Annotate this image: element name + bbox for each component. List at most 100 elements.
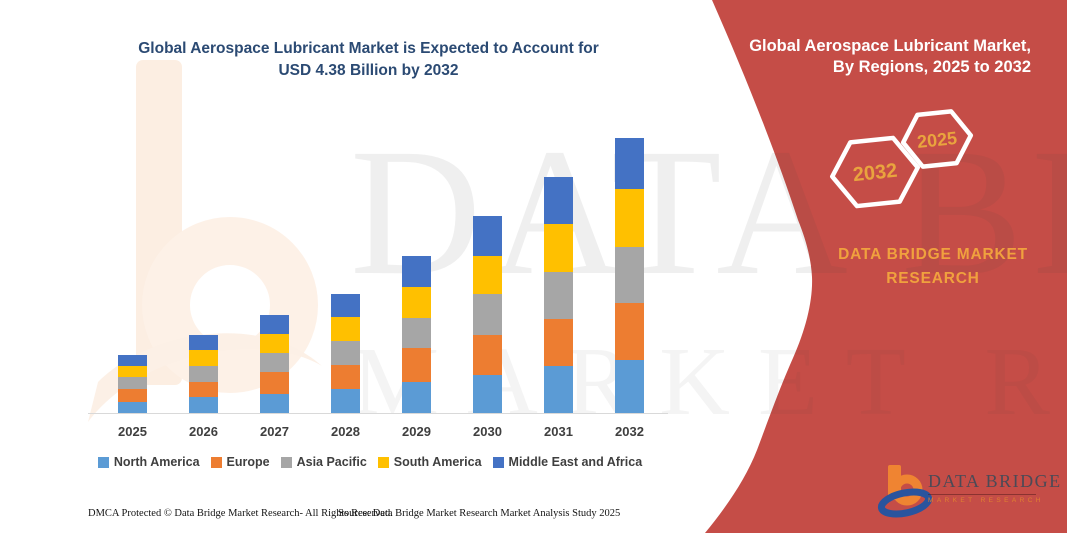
hexagon-2025-label: 2025	[916, 128, 958, 152]
bar-segment-europe	[473, 335, 502, 375]
legend-swatch-icon	[280, 456, 292, 468]
x-axis-tick-labels: 2025 2026 2027 2028 2029 2030 2031 2032	[97, 424, 665, 439]
bar-segment-europe	[544, 318, 573, 366]
bar-segment-europe	[615, 303, 644, 360]
logo-text-block: DATA BRIDGE MARKET RESEARCH	[928, 471, 1062, 504]
stacked-bar-2030	[473, 216, 502, 413]
legend-item-middle-east-and-africa: Middle East and Africa	[492, 455, 643, 469]
bar-chart-plot-area	[97, 118, 665, 413]
legend-swatch-icon	[210, 456, 222, 468]
stacked-bar-2029	[402, 256, 431, 413]
bar-segment-north-america	[615, 359, 644, 413]
x-axis-label-2028: 2028	[331, 424, 360, 439]
bar-segment-europe	[260, 371, 289, 394]
chart-title-line1: Global Aerospace Lubricant Market is Exp…	[138, 40, 599, 57]
stacked-bar-2032	[615, 137, 644, 413]
side-panel-brand-line2: RESEARCH	[886, 270, 980, 287]
bar-segment-south-america	[260, 333, 289, 353]
bar-segment-north-america	[402, 381, 431, 413]
chart-legend: North America Europe Asia Pacific South Ame…	[60, 455, 680, 469]
bar-segment-north-america	[544, 365, 573, 413]
hexagon-2032-label: 2032	[852, 160, 899, 187]
legend-label: Asia Pacific	[296, 455, 367, 469]
hexagon-2025: 2025	[900, 109, 974, 169]
bar-segment-asia-pacific	[402, 318, 431, 349]
x-axis-label-2030: 2030	[473, 424, 502, 439]
bar-segment-middle-east-and-africa	[402, 256, 431, 287]
bar-segment-south-america	[615, 188, 644, 248]
bar-segment-asia-pacific	[331, 341, 360, 366]
bar-segment-south-america	[402, 286, 431, 319]
stacked-bar-2025	[118, 354, 147, 413]
data-bridge-b-icon	[877, 465, 933, 518]
legend-item-north-america: North America	[97, 455, 200, 469]
side-panel-brand-line1: DATA BRIDGE MARKET	[838, 246, 1028, 263]
x-axis-label-2029: 2029	[402, 424, 431, 439]
bar-segment-north-america	[189, 397, 218, 413]
x-axis-label-2026: 2026	[189, 424, 218, 439]
bar-column-2030	[452, 118, 523, 413]
bar-segment-middle-east-and-africa	[473, 216, 502, 257]
chart-title-line2: USD 4.38 Billion by 2032	[278, 62, 459, 79]
bar-column-2025	[97, 118, 168, 413]
x-axis-label-2025: 2025	[118, 424, 147, 439]
legend-item-europe: Europe	[210, 455, 270, 469]
footer-dmca-text: DMCA Protected © Data Bridge Market Rese…	[88, 508, 393, 519]
bar-segment-middle-east-and-africa	[544, 176, 573, 224]
bar-segment-south-america	[544, 223, 573, 273]
bar-segment-asia-pacific	[118, 377, 147, 389]
legend-swatch-icon	[97, 456, 109, 468]
bar-segment-europe	[331, 365, 360, 390]
stacked-bar-2028	[331, 294, 360, 413]
bar-segment-south-america	[331, 317, 360, 342]
bar-segment-asia-pacific	[615, 247, 644, 304]
logo-name: DATA BRIDGE	[928, 471, 1062, 491]
legend-swatch-icon	[492, 456, 504, 468]
bar-column-2028	[310, 118, 381, 413]
legend-item-asia-pacific: Asia Pacific	[280, 455, 367, 469]
side-panel-brand-text: DATA BRIDGE MARKET RESEARCH	[798, 243, 1067, 291]
hexagon-2032: 2032	[829, 135, 921, 209]
bar-segment-middle-east-and-africa	[118, 354, 147, 366]
bar-column-2027	[239, 118, 310, 413]
x-axis-label-2027: 2027	[260, 424, 289, 439]
bar-segment-europe	[118, 388, 147, 402]
legend-label: North America	[113, 455, 200, 469]
side-panel-title-line2: By Regions, 2025 to 2032	[832, 58, 1031, 76]
legend-swatch-icon	[377, 456, 389, 468]
bar-column-2031	[523, 118, 594, 413]
chart-title: Global Aerospace Lubricant Market is Exp…	[76, 38, 661, 82]
bar-segment-middle-east-and-africa	[189, 334, 218, 351]
bar-segment-asia-pacific	[544, 272, 573, 319]
bar-segment-north-america	[473, 374, 502, 413]
footer-source-text: Source: Data Bridge Market Research Mark…	[338, 508, 621, 519]
stacked-bar-2027	[260, 315, 289, 413]
logo-subtext: MARKET RESEARCH	[928, 497, 1044, 504]
side-panel-title: Global Aerospace Lubricant Market, By Re…	[691, 36, 1031, 78]
bar-segment-europe	[402, 348, 431, 382]
bar-segment-north-america	[331, 389, 360, 413]
stacked-bar-2031	[544, 176, 573, 413]
logo-divider	[928, 494, 1036, 495]
bar-segment-north-america	[260, 393, 289, 413]
bar-segment-north-america	[118, 401, 147, 413]
stacked-bar-2026	[189, 334, 218, 413]
side-panel-title-line1: Global Aerospace Lubricant Market,	[749, 37, 1031, 55]
bar-segment-europe	[189, 381, 218, 398]
bar-segment-middle-east-and-africa	[615, 137, 644, 189]
legend-label: Middle East and Africa	[508, 455, 643, 469]
bar-segment-middle-east-and-africa	[260, 315, 289, 334]
bar-segment-middle-east-and-africa	[331, 294, 360, 318]
legend-label: South America	[393, 455, 482, 469]
legend-item-south-america: South America	[377, 455, 482, 469]
bar-segment-south-america	[118, 365, 147, 378]
bar-segment-asia-pacific	[189, 365, 218, 382]
x-axis-label-2032: 2032	[615, 424, 644, 439]
bar-segment-asia-pacific	[260, 352, 289, 372]
bar-segment-asia-pacific	[473, 293, 502, 336]
legend-label: Europe	[226, 455, 270, 469]
bar-segment-south-america	[473, 256, 502, 294]
